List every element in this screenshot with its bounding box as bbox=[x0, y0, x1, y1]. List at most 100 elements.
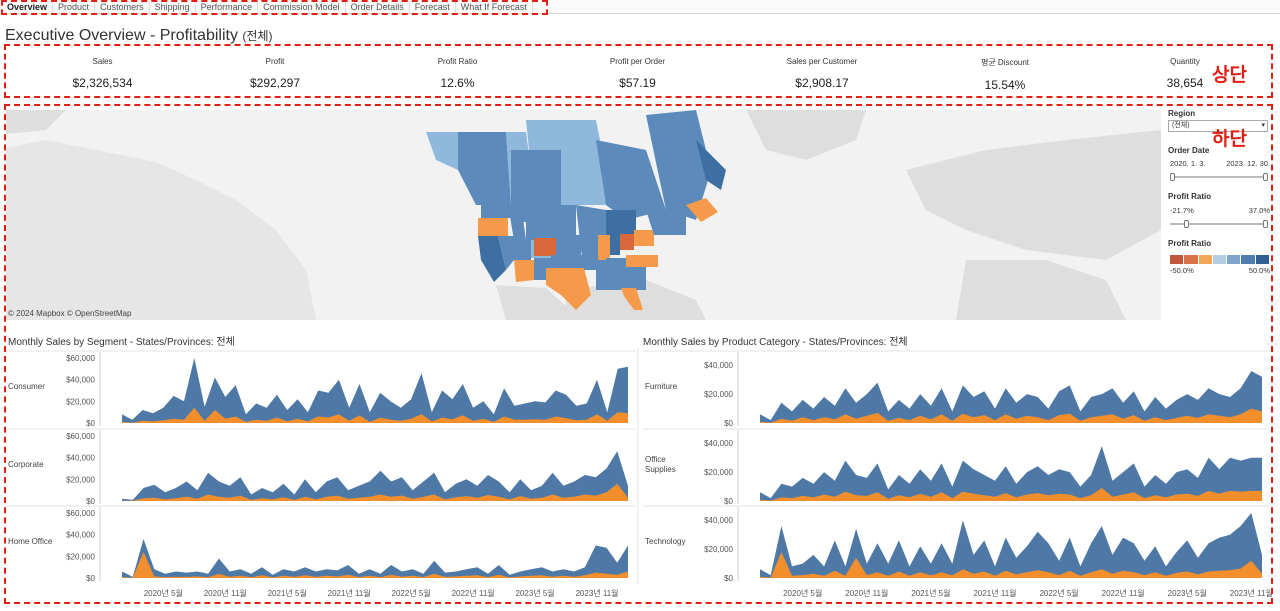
profit-area[interactable] bbox=[122, 483, 628, 501]
y-tick-label: $20,000 bbox=[66, 397, 95, 406]
usa-california bbox=[478, 236, 506, 282]
legend-swatch bbox=[1198, 255, 1212, 264]
order-date-range: 2020. 1. 3. 2023. 12. 30. bbox=[1170, 159, 1270, 168]
usa-oregon bbox=[478, 218, 508, 236]
profit-ratio-legend-bar bbox=[1170, 255, 1270, 264]
profit-ratio-slider-track bbox=[1170, 223, 1268, 225]
y-tick-label: $0 bbox=[86, 574, 95, 583]
region-filter-title: Region bbox=[1168, 109, 1196, 118]
y-tick-label: $20,000 bbox=[66, 552, 95, 561]
y-tick-label: $0 bbox=[86, 419, 95, 428]
y-tick-label: $40,000 bbox=[66, 454, 95, 463]
x-tick-label: 2022년 11월 bbox=[452, 588, 495, 598]
profit-ratio-range: -21.7% 37.0% bbox=[1170, 206, 1270, 215]
order-date-max: 2023. 12. 30. bbox=[1226, 159, 1270, 168]
region-filter-value: (전체) bbox=[1172, 122, 1190, 129]
bottom-section-annotation: 하단 bbox=[1212, 129, 1247, 150]
profit-ratio-slider[interactable] bbox=[1170, 220, 1268, 228]
sales-area[interactable] bbox=[122, 451, 628, 501]
sales-area[interactable] bbox=[760, 446, 1262, 501]
sales-area[interactable] bbox=[760, 513, 1262, 578]
panel-row-label: Home Office bbox=[8, 537, 53, 546]
order-date-slider-min-handle[interactable] bbox=[1170, 173, 1175, 181]
top-section-annotation: 상단 bbox=[1212, 65, 1247, 86]
usa-washington bbox=[481, 205, 511, 218]
x-tick-label: 2020년 5월 bbox=[783, 588, 822, 598]
canada-maritimes bbox=[686, 198, 718, 222]
profit-area[interactable] bbox=[122, 407, 628, 423]
usa-illinois bbox=[598, 235, 610, 260]
tab-what-if-forecast[interactable]: What If Forecast bbox=[456, 0, 533, 14]
x-tick-label: 2021년 11월 bbox=[973, 588, 1016, 598]
x-tick-label: 2020년 11월 bbox=[845, 588, 888, 598]
west-asia-land bbox=[6, 110, 66, 134]
kpi-value: $57.19 bbox=[619, 76, 656, 90]
kpi-label: Profit per Order bbox=[609, 57, 666, 66]
x-tick-label: 2023년 11월 bbox=[575, 588, 618, 598]
usa-north-carolina bbox=[626, 255, 658, 267]
profit-ratio-legend-min: -50.0% bbox=[1170, 266, 1194, 275]
y-tick-label: $60,000 bbox=[66, 432, 95, 441]
canada-alberta bbox=[511, 150, 536, 205]
kpi-value: 38,654 bbox=[1166, 76, 1204, 90]
panel-row-label: Furniture bbox=[645, 382, 678, 391]
usa-southeast bbox=[596, 270, 646, 290]
canada-labrador bbox=[696, 140, 726, 190]
sales-area[interactable] bbox=[760, 371, 1262, 423]
x-tick-label: 2023년 11월 bbox=[1230, 588, 1273, 598]
tab-forecast[interactable]: Forecast bbox=[410, 0, 456, 14]
x-tick-label: 2022년 5월 bbox=[392, 588, 431, 598]
kpi-card: Sales $2,326,534 bbox=[10, 50, 195, 98]
order-date-min: 2020. 1. 3. bbox=[1170, 159, 1206, 168]
order-date-slider[interactable] bbox=[1170, 173, 1268, 181]
page-title-text: Executive Overview - Profitability bbox=[5, 27, 238, 44]
profit-ratio-max: 37.0% bbox=[1248, 206, 1270, 215]
tab-order-details[interactable]: Order Details bbox=[346, 0, 410, 14]
tab-product[interactable]: Product bbox=[53, 0, 96, 14]
kpi-label: Profit Ratio bbox=[437, 57, 478, 66]
profit-ratio-slider-max-handle[interactable] bbox=[1263, 220, 1268, 228]
tab-commission-model[interactable]: Commission Model bbox=[258, 0, 346, 14]
greenland-land bbox=[746, 110, 866, 160]
usa-wyoming bbox=[526, 222, 551, 240]
tab-shipping[interactable]: Shipping bbox=[150, 0, 196, 14]
usa-florida bbox=[621, 288, 643, 310]
kpi-value: $292,297 bbox=[249, 76, 301, 90]
page-title-subtitle: (전체) bbox=[242, 29, 273, 43]
kpi-label: 평균 Discount bbox=[980, 58, 1030, 67]
kpi-card: Sales per Customer $2,908.17 bbox=[722, 50, 922, 98]
kpi-label: Sales per Customer bbox=[786, 57, 858, 66]
kpi-value: $2,908.17 bbox=[795, 76, 849, 90]
order-date-slider-max-handle[interactable] bbox=[1263, 173, 1268, 181]
mexico-land bbox=[496, 285, 576, 320]
profit-ratio-map[interactable]: © 2024 Mapbox © OpenStreetMap bbox=[6, 110, 1161, 320]
y-tick-label: $40,000 bbox=[66, 376, 95, 385]
filter-panel: Region (전체) ▾ Order Date 2020. 1. 3. 202… bbox=[1163, 108, 1273, 320]
segment-chart-title: Monthly Sales by Segment - States/Provin… bbox=[8, 337, 235, 348]
y-tick-label: $60,000 bbox=[66, 509, 95, 518]
tab-performance[interactable]: Performance bbox=[196, 0, 259, 14]
tab-bar: Overview Product Customers Shipping Performa… bbox=[0, 0, 1280, 14]
y-tick-label: $40,000 bbox=[704, 361, 733, 370]
profit-ratio-filter-title: Profit Ratio bbox=[1168, 192, 1212, 201]
map-credit: © 2024 Mapbox © OpenStreetMap bbox=[8, 309, 132, 318]
tab-overview[interactable]: Overview bbox=[2, 0, 54, 14]
region-filter-select[interactable]: (전체) ▾ bbox=[1168, 120, 1268, 132]
legend-swatch bbox=[1255, 255, 1269, 264]
x-tick-label: 2023년 5월 bbox=[1168, 588, 1207, 598]
panel-row-label: Technology bbox=[645, 537, 685, 546]
usa-nevada bbox=[498, 236, 514, 270]
legend-swatch bbox=[1170, 255, 1184, 264]
tab-customers[interactable]: Customers bbox=[95, 0, 150, 14]
profit-area[interactable] bbox=[760, 408, 1262, 423]
kpi-value: 15.54% bbox=[984, 78, 1026, 92]
usa-texas bbox=[546, 268, 591, 310]
sales-area[interactable] bbox=[122, 358, 628, 423]
profit-area[interactable] bbox=[760, 552, 1262, 578]
canada-yukon bbox=[426, 132, 458, 170]
profit-area[interactable] bbox=[760, 488, 1262, 501]
sales-area[interactable] bbox=[122, 539, 628, 578]
x-tick-label: 2020년 5월 bbox=[144, 588, 183, 598]
kpi-card: 평균 Discount 15.54% bbox=[915, 50, 1095, 98]
profit-ratio-slider-min-handle[interactable] bbox=[1184, 220, 1189, 228]
